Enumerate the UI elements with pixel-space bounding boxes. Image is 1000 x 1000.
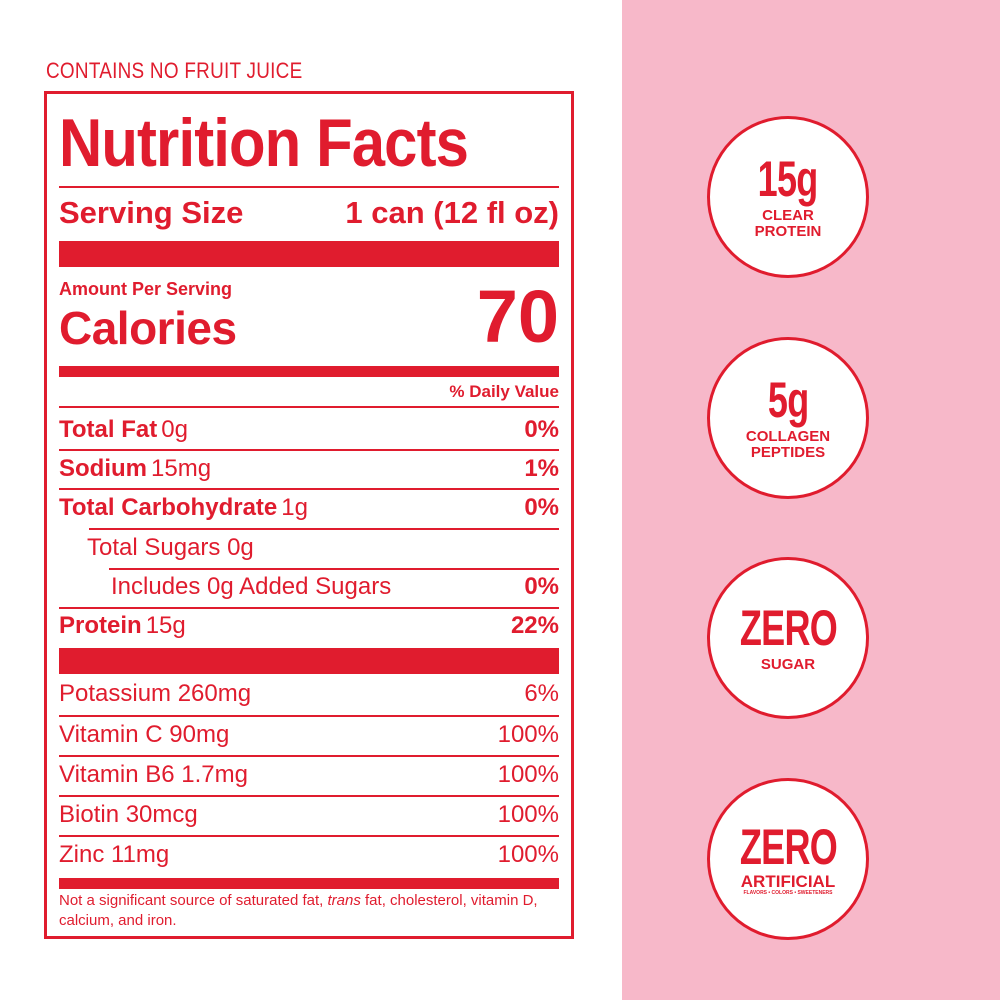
nutrient-row-total-fat: Total Fat 0g 0% xyxy=(59,416,559,444)
badge-clear-protein: 15g CLEAR PROTEIN xyxy=(707,116,869,278)
serving-size-value: 1 can (12 fl oz) xyxy=(345,195,559,230)
nutrient-dv: 0% xyxy=(524,573,559,600)
footnote: Not a significant source of saturated fa… xyxy=(59,891,559,931)
badge-big-text: ZERO xyxy=(739,819,837,875)
divider xyxy=(59,406,559,408)
divider xyxy=(59,449,559,451)
divider xyxy=(59,835,559,837)
divider xyxy=(59,186,559,188)
nutrition-facts-label: Nutrition Facts Serving Size 1 can (12 f… xyxy=(44,91,574,939)
nutrient-name: Total Carbohydrate xyxy=(59,494,278,521)
vitamin-dv: 100% xyxy=(497,841,559,868)
vitamin-dv: 100% xyxy=(497,721,559,748)
footnote-trans: trans xyxy=(327,892,361,909)
divider xyxy=(109,568,559,570)
medium-divider xyxy=(59,366,559,377)
divider xyxy=(59,755,559,757)
vitamin-name: Vitamin C 90mg xyxy=(59,721,230,748)
vitamin-name: Vitamin B6 1.7mg xyxy=(59,761,248,788)
nutrient-row-sodium: Sodium 15mg 1% xyxy=(59,455,559,483)
badge-tiny-text: FLAVORS • COLORS • SWEETENERS xyxy=(743,890,833,896)
nutrient-name: Sodium xyxy=(59,455,147,482)
serving-size-row: Serving Size 1 can (12 fl oz) xyxy=(59,195,559,231)
serving-size-label: Serving Size xyxy=(59,195,244,230)
nutrient-amount: 15g xyxy=(145,612,186,639)
badge-small-text: COLLAGEN xyxy=(745,428,831,445)
nutrient-row-protein: Protein 15g 22% xyxy=(59,612,559,640)
divider xyxy=(59,715,559,717)
divider xyxy=(59,607,559,609)
badge-big-text: 5g xyxy=(767,372,809,428)
vitamin-dv: 100% xyxy=(497,761,559,788)
vitamin-dv: 6% xyxy=(524,680,559,707)
divider xyxy=(59,795,559,797)
vitamin-row-biotin: Biotin 30mcg 100% xyxy=(59,801,559,829)
badge-zero-sugar: ZERO SUGAR xyxy=(707,557,869,719)
thick-divider xyxy=(59,648,559,674)
nutrient-name: Total Sugars 0g xyxy=(87,534,254,561)
nutrient-amount: 0g xyxy=(161,416,188,443)
badge-big-text: ZERO xyxy=(739,600,837,656)
nutrient-dv: 1% xyxy=(524,455,559,482)
nutrient-name: Includes 0g Added Sugars xyxy=(111,573,392,600)
nutrient-row-added-sugars: Includes 0g Added Sugars 0% xyxy=(111,573,559,601)
nutrient-amount: 15mg xyxy=(151,455,212,482)
nutrient-name: Protein xyxy=(59,612,142,639)
badge-big-text: 15g xyxy=(758,151,819,207)
divider xyxy=(59,488,559,490)
nutrient-dv: 0% xyxy=(524,494,559,521)
label-title: Nutrition Facts xyxy=(59,105,469,181)
badge-collagen-peptides: 5g COLLAGEN PEPTIDES xyxy=(707,337,869,499)
calories-value: 70 xyxy=(476,275,559,358)
badge-small-text: CLEAR xyxy=(762,207,814,224)
nutrient-name: Total Fat xyxy=(59,416,158,443)
vitamin-name: Biotin 30mcg xyxy=(59,801,198,828)
vitamin-name: Potassium 260mg xyxy=(59,680,252,707)
nutrient-row-total-carbohydrate: Total Carbohydrate 1g 0% xyxy=(59,494,559,522)
vitamin-row-potassium: Potassium 260mg 6% xyxy=(59,680,559,708)
footnote-text-1: Not a significant source of saturated fa… xyxy=(59,892,328,909)
badge-small-text: SUGAR xyxy=(760,656,816,673)
divider xyxy=(89,528,559,530)
nutrition-panel: CONTAINS NO FRUIT JUICE Nutrition Facts … xyxy=(44,58,574,939)
badge-small-text: PROTEIN xyxy=(754,223,822,240)
badge-small-text: PEPTIDES xyxy=(750,444,826,461)
vitamin-row-zinc: Zinc 11mg 100% xyxy=(59,841,559,869)
calories-label: Calories xyxy=(59,302,237,354)
nutrient-dv: 22% xyxy=(510,612,559,639)
nutrient-dv: 0% xyxy=(524,416,559,443)
daily-value-header: % Daily Value xyxy=(449,382,559,401)
vitamin-row-vitamin-b6: Vitamin B6 1.7mg 100% xyxy=(59,761,559,789)
medium-divider xyxy=(59,878,559,889)
badge-zero-artificial: ZERO ARTIFICIAL FLAVORS • COLORS • SWEET… xyxy=(707,778,869,940)
amount-per-serving: Amount Per Serving xyxy=(59,279,233,299)
nutrient-row-total-sugars: Total Sugars 0g xyxy=(87,534,559,562)
no-juice-note: CONTAINS NO FRUIT JUICE xyxy=(46,58,303,83)
vitamin-name: Zinc 11mg xyxy=(59,841,170,868)
thick-divider xyxy=(59,241,559,267)
vitamin-dv: 100% xyxy=(497,801,559,828)
nutrient-amount: 1g xyxy=(281,494,308,521)
badge-small-text: ARTIFICIAL xyxy=(740,872,836,891)
vitamin-row-vitamin-c: Vitamin C 90mg 100% xyxy=(59,721,559,749)
footnote-text-2: fat, cholesterol, vitamin D, calcium, an… xyxy=(59,892,538,929)
